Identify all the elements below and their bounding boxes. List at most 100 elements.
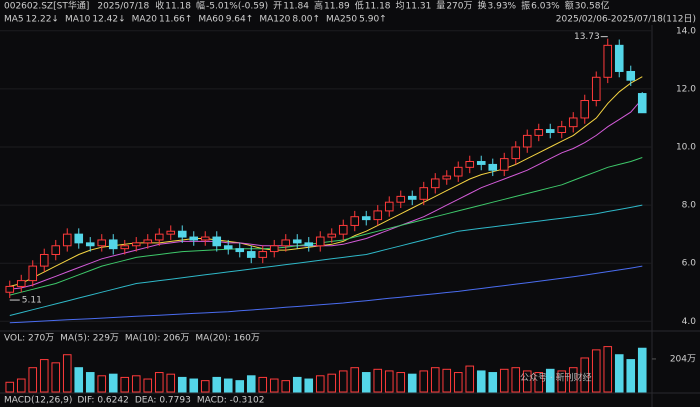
y-tick-label: 8.0 <box>682 201 697 211</box>
candle-body <box>557 126 567 133</box>
high-annotation: 13.73 <box>574 32 600 42</box>
candle-body <box>131 242 141 247</box>
volume-bar <box>5 381 15 393</box>
candle-body <box>235 248 245 253</box>
volume-bar <box>39 359 49 393</box>
candle-body <box>189 236 199 241</box>
candle-body <box>545 129 555 133</box>
candle-body <box>246 251 256 258</box>
candle-body <box>166 230 176 235</box>
quote-label: 额 <box>565 0 574 12</box>
candle-body <box>281 239 291 247</box>
volume-bar <box>534 372 544 393</box>
ma-label: MA10 <box>65 15 91 25</box>
volume-bar <box>522 370 532 393</box>
candle-body <box>154 233 164 241</box>
volume-bar <box>603 346 613 393</box>
candle-body <box>269 245 279 253</box>
volume-bar <box>476 370 486 393</box>
volume-bar <box>16 378 26 393</box>
candle-body <box>200 236 210 241</box>
quote-value: 11.18 <box>365 2 391 12</box>
ma-line <box>9 204 643 316</box>
watermark: 公众号 · 新刊财经 <box>520 372 592 384</box>
ma-value: 8.00↑ <box>292 15 320 25</box>
quote-label: 收 <box>155 0 164 12</box>
volume-bar <box>258 376 268 393</box>
y-tick-label: 12.0 <box>676 84 696 94</box>
ma-line <box>9 98 643 290</box>
quote-value: 6.03% <box>531 2 560 12</box>
quote-label: 幅 <box>196 0 205 12</box>
quote-label: 振 <box>521 0 530 12</box>
volume-bar <box>315 375 325 393</box>
volume-bar <box>419 370 429 393</box>
candle-body <box>327 233 337 238</box>
quote-value: 11.84 <box>283 2 309 12</box>
legend-entry: DEA: 0.7793 <box>135 396 191 406</box>
volume-bar <box>545 368 555 393</box>
quote-value: -5.01%(-0.59) <box>206 2 268 12</box>
volume-bar <box>281 380 291 393</box>
date: 2025/07/18 <box>97 2 149 12</box>
quote-label: 低 <box>355 0 364 12</box>
candle-body <box>580 100 590 119</box>
candle-body <box>338 224 348 235</box>
date-range: 2025/02/06-2025/07/18(112日) <box>556 14 696 25</box>
candle-body <box>292 239 302 244</box>
quote-value: 3.93% <box>488 2 517 12</box>
legend-entry: MA(20): 160万 <box>195 334 259 344</box>
ma-value: 5.90↑ <box>359 15 387 25</box>
legend-entry: DIF: 0.6242 <box>77 396 128 406</box>
y-tick-label: 10.0 <box>676 143 696 153</box>
ma-value: 11.66↑ <box>159 15 192 25</box>
candle-body <box>143 239 153 244</box>
candle-body <box>304 242 314 247</box>
volume-bar <box>361 372 371 393</box>
quote-label: 量 <box>436 1 445 12</box>
volume-bar <box>200 380 210 393</box>
candle-body <box>85 242 95 247</box>
legend-entry: MACD: -0.3102 <box>197 396 265 406</box>
volume-bar <box>350 367 360 393</box>
low-annotation: 5.11 <box>22 296 42 306</box>
candle-body <box>430 178 440 189</box>
volume-bar <box>626 359 636 393</box>
candle-body <box>74 233 84 244</box>
candle-body <box>419 187 429 200</box>
volume-bar <box>614 354 624 393</box>
volume-bar <box>62 354 72 393</box>
candle-body <box>465 161 475 168</box>
macd-title: MACD(12,26,9) <box>4 396 72 406</box>
quote-value: 11.89 <box>324 2 350 12</box>
volume-bar <box>304 378 314 393</box>
volume-bar <box>189 378 199 393</box>
ma-value: 12.42↓ <box>92 15 125 25</box>
volume-bar <box>465 365 475 393</box>
candle-body <box>396 195 406 203</box>
quote-label: 换 <box>478 0 487 12</box>
volume-bar <box>269 378 279 393</box>
y-tick-label: 4.0 <box>682 317 697 327</box>
quote-value: 30.58亿 <box>575 0 610 12</box>
candle-body <box>637 93 647 114</box>
volume-bar <box>568 367 578 393</box>
candle-body <box>177 230 187 238</box>
volume-bar <box>373 368 383 393</box>
volume-bar <box>580 357 590 393</box>
candle-body <box>223 245 233 250</box>
volume-bar <box>154 372 164 393</box>
y-tick-label: 14.0 <box>676 26 696 36</box>
candle-body <box>614 44 624 72</box>
volume-bar <box>557 370 567 393</box>
volume-bar <box>637 347 647 393</box>
volume-bar <box>396 372 406 393</box>
volume-bar <box>143 378 153 393</box>
volume-bar <box>74 367 84 393</box>
volume-bar <box>97 375 107 393</box>
candle-body <box>39 253 49 267</box>
candle-body <box>315 236 325 247</box>
candle-body <box>51 245 61 255</box>
